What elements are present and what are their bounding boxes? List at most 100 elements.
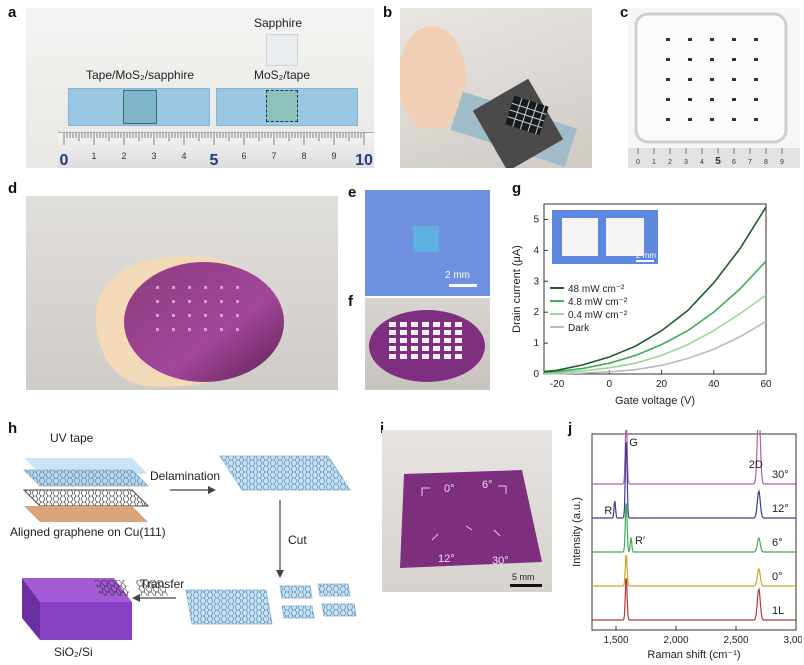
panel-j-chart: 1,500 2,000 2,500 3,000 Raman shift (cm⁻¹) In… [568,430,802,662]
wafer-pad [389,338,396,343]
ruler-c-label: 2 [668,159,672,166]
wafer-dot [188,328,191,331]
inset-pad-left [562,218,598,256]
y-tick-label-g: 3 [533,276,539,287]
trace-label: 1L [772,605,784,617]
x-tick-label-j: 2,500 [723,635,748,646]
y-axis-label-g: Drain current (μA) [511,245,523,333]
sample-dot [754,58,758,61]
x-tick-label-g: 60 [760,379,772,390]
sample-dot [710,38,714,41]
wafer [124,262,284,382]
wafer-pad [444,338,451,343]
wafer-pad [444,354,451,359]
wafer-pad [400,354,407,359]
scale-bar-e [449,284,477,287]
wafer-pad [411,354,418,359]
wafer-pad [455,330,462,335]
fingers [400,26,466,130]
ruler-a-label: 2 [121,151,126,161]
raman-trace-6° [592,503,796,553]
sample-dot [688,98,692,101]
ruler-c-label: 4 [700,159,704,166]
panel-d-photo [26,196,338,390]
sample-dot [710,58,714,61]
wafer-pad [444,322,451,327]
trace-label: 6° [772,537,783,549]
raman-trace-30° [592,430,796,485]
ruler-c-label: 8 [764,159,768,166]
ruler-a-label: 9 [331,151,336,161]
panel-label-d: d [8,180,18,197]
scale-bar-i-label: 5 mm [512,572,535,582]
y-tick-label-g: 0 [533,369,539,380]
wafer-pad [433,330,440,335]
x-tick-label-j: 1,500 [603,635,628,646]
wafer-pad [411,338,418,343]
wafer-pad [389,322,396,327]
panel-f-photo [365,298,490,390]
legend-label: 0.4 mW cm⁻² [568,310,628,321]
y-tick-label-g: 1 [533,338,539,349]
legend-label: 4.8 mW cm⁻² [568,297,628,308]
panel-a-photo: Sapphire Tape/MoS₂/sapphire MoS₂/tape 0 1… [26,8,374,168]
wafer-pad [400,346,407,351]
region-markers [421,485,507,541]
wafer-dot [172,286,175,289]
x-tick-label-g: 40 [708,379,720,390]
legend-label: Dark [568,323,590,334]
wafer-pad [455,346,462,351]
trace-label: 0° [772,571,783,583]
trace-label: 30° [772,469,789,481]
tape-mos2-sapphire-label: Tape/MoS₂/sapphire [86,68,195,82]
wafer-pad [455,322,462,327]
sample-dot [710,118,714,121]
panel-label-e: e [348,184,357,201]
wafer-array-f [389,322,462,359]
wafer-dot [156,300,159,303]
wafer-dot [236,314,239,317]
wafer-pad [389,354,396,359]
sample-dot [666,38,670,41]
ruler-a-label: 7 [271,151,276,161]
wafer-dot [220,286,223,289]
sample-dot [732,118,736,121]
sample-dot [754,118,758,121]
ruler-c-label: 6 [732,159,736,166]
wafer-dot [220,328,223,331]
mos2-tape-label: MoS₂/tape [254,68,311,82]
wafer-pad [422,338,429,343]
series-line-48 mW cm⁻² [543,206,767,373]
angle-12: 12° [438,553,455,565]
ruler-a-label: 0 [60,152,69,168]
ruler-a-label: 4 [181,151,186,161]
cut-label: Cut [288,533,307,547]
ruler-a-label: 3 [151,151,156,161]
sample-dot [732,78,736,81]
uv-tape-label: UV tape [50,431,94,445]
angle-6: 6° [482,479,493,491]
wafer-pad [444,346,451,351]
sapphire-label: Sapphire [254,16,303,30]
sample-dot [710,78,714,81]
panel-label-i: i [380,420,385,437]
panel-label-j: j [568,420,573,437]
panel-i-photo: 0° 6° 12° 30° 5 mm [382,430,552,592]
wafer-pad [411,330,418,335]
wafer-dot [172,328,175,331]
panel-e-photo: 2 mm [365,190,490,296]
legend-label: 48 mW cm⁻² [568,284,625,295]
wafer-dot [220,314,223,317]
scale-bar-i [510,584,542,587]
ruler-c-label: 7 [748,159,752,166]
wafer-pad [389,346,396,351]
wafer-dot [204,300,207,303]
angle-30: 30° [492,555,509,567]
wafer-dot [204,314,207,317]
wafer-pad [411,322,418,327]
ruler-c-label: 1 [652,159,656,166]
plot-frame-g [543,203,767,375]
wafer-dot [204,328,207,331]
wafer-dot [236,328,239,331]
inset-scale-bar [636,260,654,262]
